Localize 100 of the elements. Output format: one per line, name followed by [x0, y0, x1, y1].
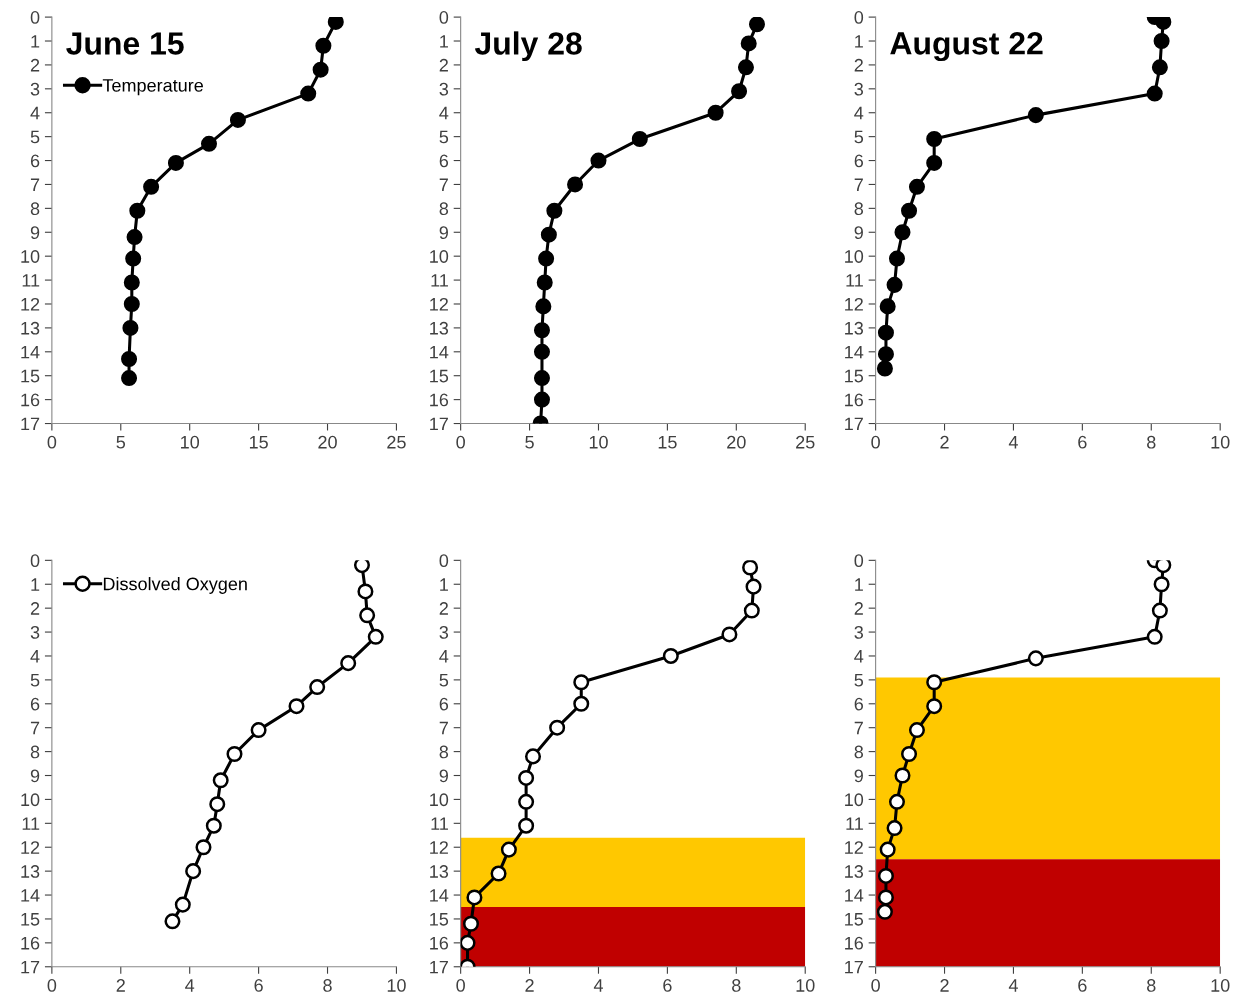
x-tick-label: 0: [456, 435, 465, 449]
y-tick-label: 6: [854, 697, 864, 711]
y-tick-label: 6: [30, 154, 40, 168]
y-tick-label: 2: [854, 58, 863, 72]
x-tick-label: 20: [318, 435, 337, 449]
y-tick-label: 14: [430, 889, 449, 902]
x-tick-label: 25: [796, 435, 815, 449]
y-tick-label: 4: [854, 106, 864, 120]
y-tick-label: 9: [30, 226, 40, 239]
y-tick-label: 1: [31, 35, 40, 48]
x-tick-label: 6: [1078, 435, 1087, 449]
y-tick-label: 15: [845, 369, 864, 383]
y-tick-label: 2: [30, 58, 40, 72]
y-tick-label: 5: [30, 674, 40, 687]
x-tick-label: 0: [871, 979, 880, 992]
x-tick-label: 2: [940, 435, 949, 449]
x-tick-label: 10: [181, 435, 200, 449]
y-tick-label: 6: [30, 697, 40, 711]
legend-label: Temperature: [102, 79, 203, 96]
y-tick-label: 11: [22, 274, 40, 287]
y-tick-label: 3: [30, 82, 40, 96]
y-tick-label: 14: [21, 889, 40, 902]
y-tick-label: 16: [845, 936, 864, 950]
y-tick-label: 12: [21, 841, 40, 854]
chart-title: August 22: [890, 32, 1043, 62]
y-tick-label: 8: [439, 202, 449, 216]
y-tick-label: 5: [854, 130, 864, 144]
y-tick-label: 1: [855, 578, 863, 591]
chart-title: July 28: [474, 31, 582, 62]
x-tick-label: 2: [116, 979, 125, 992]
y-tick-label: 13: [845, 865, 864, 878]
y-tick-label: 2: [439, 602, 448, 615]
x-tick-label: 8: [1147, 979, 1156, 992]
y-tick-label: 1: [440, 35, 448, 48]
x-tick-label: 0: [871, 435, 880, 449]
y-tick-label: 5: [439, 674, 449, 687]
y-tick-label: 7: [854, 178, 863, 191]
y-tick-label: 4: [854, 650, 864, 663]
x-tick-label: 25: [387, 435, 406, 449]
y-tick-label: 3: [854, 626, 864, 639]
y-tick-label: 3: [439, 626, 449, 639]
y-tick-label: 9: [30, 769, 40, 783]
x-tick-label: 0: [47, 979, 57, 992]
y-tick-label: 10: [430, 250, 449, 263]
y-tick-label: 6: [439, 697, 449, 711]
y-tick-label: 13: [845, 321, 864, 335]
y-tick-label: 4: [30, 106, 40, 120]
y-tick-label: 4: [439, 106, 449, 120]
y-tick-label: 14: [845, 345, 864, 359]
chart-title: June 15: [66, 32, 184, 55]
y-tick-label: 11: [846, 274, 863, 287]
x-tick-label: 4: [1008, 979, 1018, 992]
y-tick-label: 10: [845, 250, 864, 263]
y-tick-label: 17: [845, 417, 863, 431]
x-tick-label: 15: [658, 435, 677, 449]
y-tick-label: 11: [431, 274, 448, 287]
legend-label: Dissolved Oxygen: [103, 577, 247, 594]
y-tick-label: 11: [22, 817, 40, 830]
y-tick-label: 0: [439, 554, 449, 568]
y-tick-label: 12: [845, 841, 863, 854]
y-tick-label: 17: [430, 417, 448, 431]
y-tick-label: 4: [30, 650, 40, 663]
x-tick-label: 0: [456, 979, 465, 992]
y-tick-label: 11: [846, 817, 863, 830]
y-tick-label: 11: [431, 817, 448, 830]
x-tick-label: 10: [1211, 435, 1230, 449]
y-tick-label: 2: [439, 58, 448, 72]
y-tick-label: 15: [430, 913, 449, 926]
y-tick-label: 3: [854, 82, 864, 96]
y-tick-label: 7: [30, 178, 40, 191]
y-tick-label: 1: [855, 35, 863, 48]
y-tick-label: 9: [854, 769, 863, 783]
x-tick-label: 20: [727, 435, 746, 449]
y-tick-label: 9: [439, 226, 448, 239]
y-tick-label: 0: [30, 11, 40, 24]
y-tick-label: 16: [21, 936, 40, 950]
y-tick-label: 0: [30, 554, 40, 568]
y-tick-label: 17: [21, 960, 40, 974]
x-tick-label: 2: [940, 979, 949, 992]
x-tick-label: 15: [249, 435, 268, 449]
x-tick-label: 6: [1078, 979, 1087, 992]
y-tick-label: 16: [430, 936, 449, 950]
y-tick-label: 10: [21, 250, 40, 263]
y-tick-label: 5: [854, 674, 864, 687]
y-tick-label: 17: [845, 960, 863, 974]
y-tick-label: 13: [430, 865, 449, 878]
y-tick-label: 14: [21, 345, 40, 359]
y-tick-label: 3: [439, 82, 449, 96]
y-tick-label: 8: [854, 202, 864, 216]
y-tick-label: 7: [439, 721, 448, 735]
y-tick-label: 8: [439, 745, 449, 759]
y-tick-label: 8: [30, 745, 40, 759]
y-tick-label: 0: [854, 11, 864, 24]
y-tick-label: 15: [430, 369, 449, 383]
y-tick-label: 5: [439, 130, 449, 144]
x-tick-label: 10: [1211, 979, 1230, 992]
y-tick-label: 15: [21, 913, 40, 926]
y-tick-label: 14: [430, 345, 449, 359]
x-tick-label: 10: [387, 979, 406, 992]
y-tick-label: 4: [439, 650, 449, 663]
